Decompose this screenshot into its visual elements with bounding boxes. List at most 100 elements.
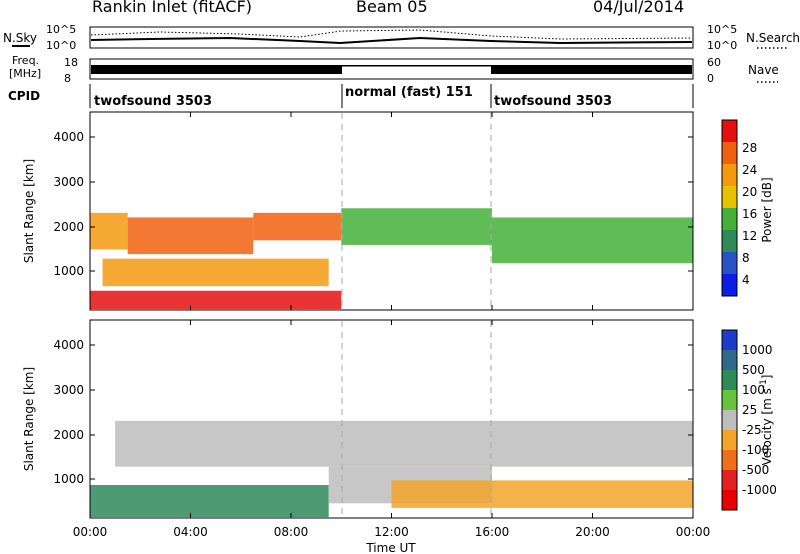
power-colorbar-frame [721,119,738,297]
noise-tick-low-left: 10^0 [46,39,76,52]
x-tick-label-5: 20:00 [575,525,610,539]
velocity-cb-tick-1000: 1000 [742,343,773,357]
x-tick-label-6: 00:00 [676,525,711,539]
noise-tick-high-left: 10^5 [46,23,76,36]
power-y-axis-label: Slant Range [km] [22,159,36,263]
cpid-label: CPID [8,89,40,103]
velocity-cb-tick-500: 500 [742,363,765,377]
freq-trace-block-2 [342,65,491,67]
freq-strip-frame [89,58,694,80]
power-colorbar-block-5 [722,230,737,253]
velocity-data-bands [90,420,693,518]
time-x-axis: 00:00 04:00 08:00 12:00 16:00 20:00 00:00 [73,112,711,539]
velocity-cb-tick-minus25: -25 [742,423,762,437]
cpid-segment-1: twofsound 3503 [94,94,212,109]
noise-strip-frame [89,26,694,49]
velocity-colorbar-block-0 [722,330,737,351]
nave-label: Nave [748,63,779,77]
freq-tick-low: 8 [64,72,71,85]
velocity-data-band-1 [90,485,329,518]
power-colorbar: 28 24 20 16 12 8 4 Power [dB] [721,119,774,297]
velocity-y-axis-label: Slant Range [km] [22,367,36,471]
power-ytick-3000: 3000 [53,175,84,189]
velocity-ytick-1000: 1000 [53,472,84,486]
power-y-axis: 1000 2000 3000 4000 [53,130,693,278]
nsky-label: N.Sky [3,31,37,45]
power-data-band-5 [102,258,329,287]
velocity-data-band-3 [391,480,693,508]
velocity-colorbar-block-4 [722,410,737,431]
velocity-colorbar-block-2 [722,370,737,391]
power-colorbar-block-4 [722,208,737,231]
date-title: 04/Jul/2014 [593,0,684,16]
velocity-colorbar-block-6 [722,450,737,471]
velocity-cb-tick-minus500: -500 [742,463,769,477]
x-axis-label: Time UT [365,541,416,554]
cpid-segment-2: normal (fast) 151 [345,85,473,100]
power-cb-tick-8: 8 [742,251,750,265]
power-data-band-3 [341,208,492,245]
power-colorbar-block-3 [722,186,737,209]
velocity-cb-tick-25: 25 [742,403,757,417]
beam-title: Beam 05 [356,0,428,16]
velocity-ytick-4000: 4000 [53,338,84,352]
velocity-colorbar-block-3 [722,390,737,411]
velocity-colorbar-frame [721,329,738,511]
power-colorbar-block-2 [722,164,737,187]
velocity-colorbar-label-close: ] [760,375,774,380]
velocity-panel: 1000 2000 3000 4000 Slant Range [km] [22,319,694,519]
power-ytick-4000: 4000 [53,130,84,144]
velocity-y-axis: 1000 2000 3000 4000 [53,338,693,486]
freq-tick-high: 18 [64,56,78,69]
power-data-band-4 [492,217,693,264]
power-colorbar-block-6 [722,252,737,275]
nsearch-label: N.Search [746,31,800,45]
power-cb-tick-4: 4 [742,273,750,287]
power-data-band-2 [253,212,342,241]
freq-trace-block-1 [91,65,342,74]
power-cb-tick-24: 24 [742,163,757,177]
velocity-cb-tick-minus100: -100 [742,443,769,457]
velocity-cb-tick-minus1000: -1000 [742,483,777,497]
velocity-colorbar-label-exponent: -1 [759,379,769,388]
power-ytick-1000: 1000 [53,264,84,278]
power-colorbar-block-0 [722,120,737,143]
power-data-band-0 [90,212,128,250]
noise-tick-high-right: 10^5 [707,23,737,36]
x-tick-label-1: 04:00 [173,525,208,539]
cpid-segment-3: twofsound 3503 [494,94,612,109]
power-colorbar-block-1 [722,142,737,165]
noise-tick-low-right: 10^0 [707,39,737,52]
power-data-band-6 [90,290,342,310]
velocity-data-band-0 [115,420,693,467]
power-data-band-1 [127,217,254,255]
power-colorbar-label: Power [dB] [760,177,774,242]
velocity-ytick-3000: 3000 [53,383,84,397]
nsky-trace [90,36,693,45]
power-panel: 1000 2000 3000 4000 Slant Range [km] [22,111,694,311]
nave-tick-high: 60 [707,56,721,69]
station-title: Rankin Inlet (fitACF) [92,0,252,16]
freq-label-line1: Freq. [12,54,39,67]
velocity-cb-tick-100: 100 [742,383,765,397]
power-cb-tick-28: 28 [742,141,757,155]
power-ytick-2000: 2000 [53,220,84,234]
velocity-colorbar-block-8 [722,490,737,511]
nave-tick-low: 0 [707,72,714,85]
x-tick-label-2: 08:00 [274,525,309,539]
x-tick-label-4: 16:00 [475,525,510,539]
velocity-colorbar-label: Velocity [m s-1] [759,375,774,466]
power-data-bands [90,208,693,310]
power-colorbar-block-7 [722,274,737,297]
velocity-colorbar-label-text: Velocity [m s [760,388,774,465]
power-cb-tick-12: 12 [742,229,757,243]
freq-trace-block-3 [491,65,692,74]
power-cb-tick-20: 20 [742,185,757,199]
velocity-colorbar: 1000 500 100 25 -25 -100 -500 -1000 Velo… [721,329,777,511]
nsearch-trace [90,29,693,40]
freq-label-line2: [MHz] [9,67,41,80]
velocity-ytick-2000: 2000 [53,428,84,442]
velocity-colorbar-block-1 [722,350,737,371]
velocity-colorbar-block-7 [722,470,737,491]
